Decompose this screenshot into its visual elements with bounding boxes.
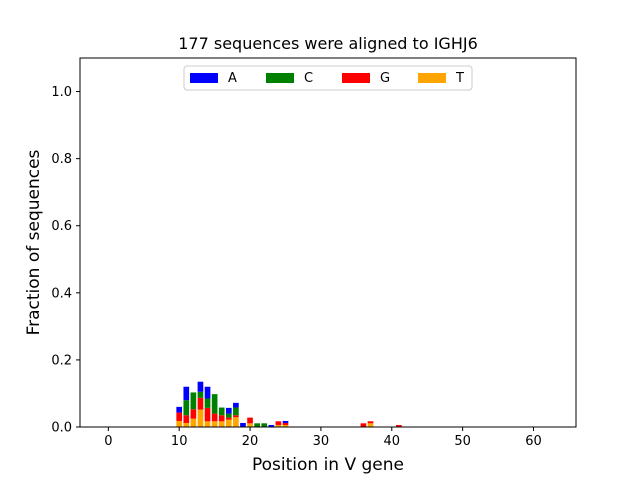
bar-segment-A-25	[282, 420, 289, 423]
y-tick-label: 0.2	[51, 353, 72, 368]
bar-segment-G-25	[282, 422, 289, 425]
bar-segment-G-15	[211, 413, 218, 422]
legend-label-A: A	[228, 71, 237, 86]
bar-segment-C-16	[218, 407, 225, 416]
x-tick-label: 50	[454, 434, 471, 449]
bar-segment-A-10	[176, 406, 183, 413]
y-tick-label: 0.8	[51, 152, 72, 167]
legend-label-G: G	[380, 71, 390, 86]
bar-segment-A-23	[268, 424, 275, 427]
bar-segment-T-16	[218, 421, 225, 427]
bar-segment-G-37	[367, 421, 374, 424]
y-tick-label: 1.0	[51, 85, 72, 100]
bar-segment-C-15	[211, 394, 218, 414]
x-tick-label: 40	[383, 434, 400, 449]
bar-segment-C-14	[204, 398, 211, 408]
legend-swatch-T	[418, 73, 446, 83]
bar-segment-G-18	[233, 415, 239, 418]
bar-segment-A-17	[225, 407, 232, 414]
bar-segment-G-16	[218, 415, 225, 422]
bar-segment-G-24	[275, 421, 282, 425]
legend-swatch-A	[190, 73, 218, 83]
bar-segment-T-10	[176, 420, 183, 427]
bars-group	[176, 381, 402, 427]
bar-segment-T-25	[282, 424, 289, 427]
x-tick-label: 60	[525, 434, 542, 449]
x-tick-label: 0	[104, 434, 112, 449]
legend-label-T: T	[455, 71, 464, 86]
bar-segment-C-21	[254, 423, 260, 427]
bar-segment-G-12	[190, 409, 197, 419]
chart-title: 177 sequences were aligned to IGHJ6	[178, 34, 478, 53]
x-tick-label: 20	[242, 434, 259, 449]
bar-segment-T-12	[190, 418, 197, 427]
legend-swatch-G	[342, 73, 370, 83]
bar-segment-C-22	[261, 423, 268, 427]
y-tick-label: 0.4	[51, 286, 72, 301]
bar-segment-G-11	[183, 415, 190, 423]
bar-segment-G-41	[396, 424, 402, 427]
bar-segment-T-37	[367, 423, 374, 427]
y-tick-label: 0.0	[51, 421, 72, 436]
legend-label-C: C	[304, 71, 313, 86]
x-tick-label: 30	[313, 434, 330, 449]
bar-segment-A-11	[183, 386, 190, 401]
bar-segment-A-19	[240, 422, 246, 427]
x-tick-label: 10	[171, 434, 188, 449]
y-axis: 0.0 0.2 0.4 0.6 0.8 1.0	[51, 85, 80, 436]
bar-segment-G-14	[204, 407, 211, 422]
bar-segment-T-15	[211, 421, 218, 427]
bar-segment-C-12	[190, 392, 197, 410]
bar-segment-T-20	[247, 423, 253, 427]
bar-segment-C-18	[233, 407, 239, 416]
bar-segment-T-14	[204, 421, 211, 427]
plot-frame	[79, 57, 577, 428]
y-axis-label: Fraction of sequences	[24, 149, 44, 335]
bar-segment-G-20	[247, 417, 253, 424]
legend-box	[183, 65, 473, 91]
bar-segment-A-18	[233, 402, 239, 408]
bar-segment-T-13	[197, 409, 204, 427]
bar-segment-T-24	[275, 424, 282, 427]
bar-segment-C-17	[225, 413, 232, 418]
bar-segment-C-11	[183, 400, 190, 416]
y-tick-label: 0.6	[51, 219, 72, 234]
bar-segment-A-13	[197, 381, 204, 392]
x-axis-label: Position in V gene	[252, 455, 404, 475]
bar-segment-C-13	[197, 391, 204, 398]
bar-segment-G-17	[225, 417, 232, 420]
bar-segment-A-14	[204, 386, 211, 399]
bar-segment-G-13	[197, 397, 204, 410]
bar-segment-G-36	[360, 423, 367, 427]
bar-segment-T-18	[233, 417, 239, 427]
bar-segment-T-11	[183, 422, 190, 427]
bar-segment-T-17	[225, 419, 232, 427]
bar-segment-G-10	[176, 412, 183, 421]
legend-swatch-C	[266, 73, 294, 83]
x-axis: 0 10 20 30 40 50 60	[104, 427, 542, 449]
